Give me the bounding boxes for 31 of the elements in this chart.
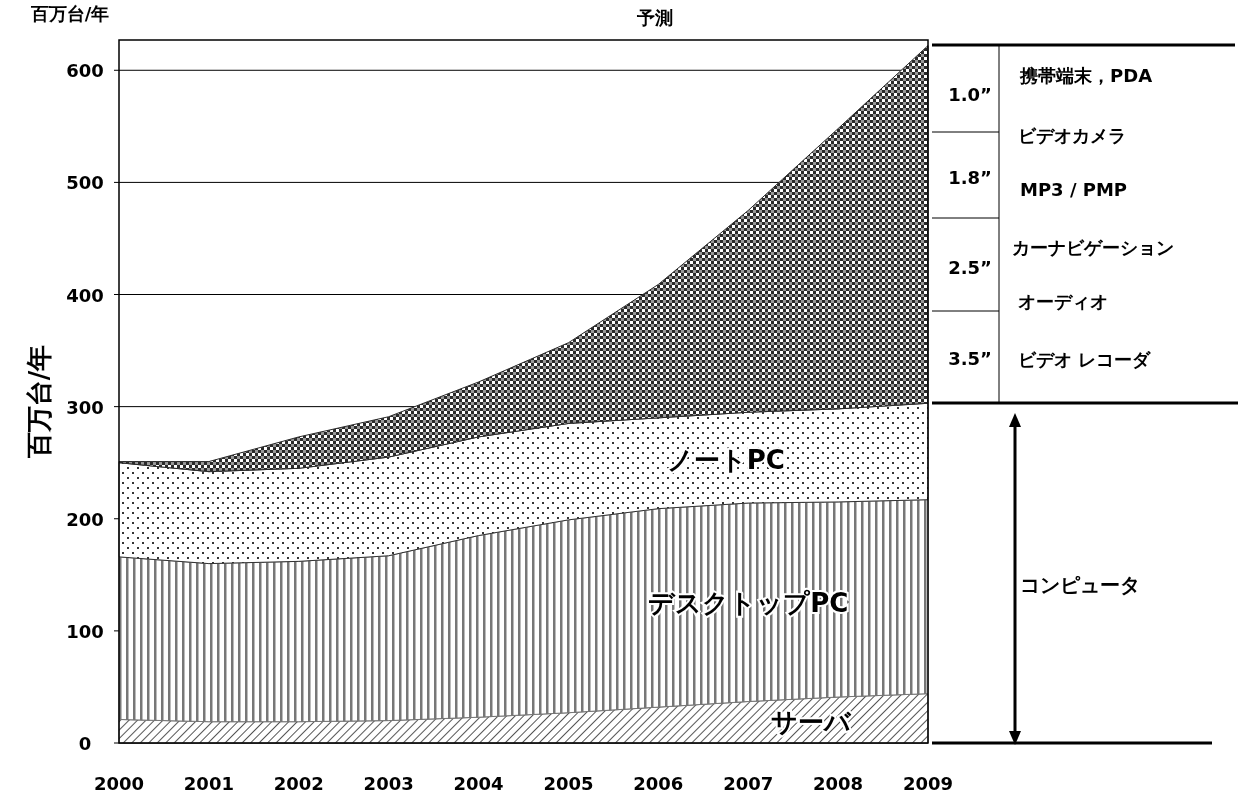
text: オーディオ bbox=[1018, 291, 1108, 312]
y-tick-label: 0 bbox=[78, 733, 92, 754]
text: 3.5” bbox=[948, 348, 992, 369]
text: MP3 / PMP bbox=[1020, 179, 1128, 200]
x-tick-label: 2005 bbox=[543, 773, 594, 794]
text: 1.0” bbox=[948, 84, 992, 105]
y-tick-label: 300 bbox=[66, 396, 104, 418]
x-tick-label: 2002 bbox=[273, 773, 324, 794]
text: 携帯端末，PDA bbox=[1019, 65, 1153, 86]
text: ビデオ レコーダ bbox=[1018, 349, 1152, 370]
y-tick-label: 200 bbox=[66, 508, 104, 530]
text: 百万台/年 bbox=[29, 3, 110, 24]
text: 2.5” bbox=[948, 257, 992, 278]
x-tick-label: 2007 bbox=[723, 773, 774, 794]
text: コンピュータ bbox=[1020, 573, 1140, 597]
text: 1.8” bbox=[948, 167, 992, 188]
text: カーナビゲーション bbox=[1012, 237, 1174, 258]
y-tick-label: 100 bbox=[66, 620, 104, 642]
x-tick-label: 2000 bbox=[93, 773, 145, 794]
text: ビデオカメラ bbox=[1018, 125, 1126, 146]
x-tick-label: 2009 bbox=[902, 773, 954, 794]
x-tick-label: 2006 bbox=[633, 773, 684, 794]
x-tick-label: 2003 bbox=[363, 773, 414, 794]
y-tick-label: 600 bbox=[66, 60, 104, 82]
x-tick-label: 2008 bbox=[813, 773, 864, 794]
text: 予測 bbox=[636, 7, 673, 28]
y-tick-label: 400 bbox=[66, 284, 104, 306]
y-tick-label: 500 bbox=[66, 172, 104, 194]
y-axis-title: 百万台/年 bbox=[24, 344, 54, 460]
x-tick-label: 2001 bbox=[183, 773, 234, 794]
x-tick-label: 2004 bbox=[453, 773, 504, 794]
